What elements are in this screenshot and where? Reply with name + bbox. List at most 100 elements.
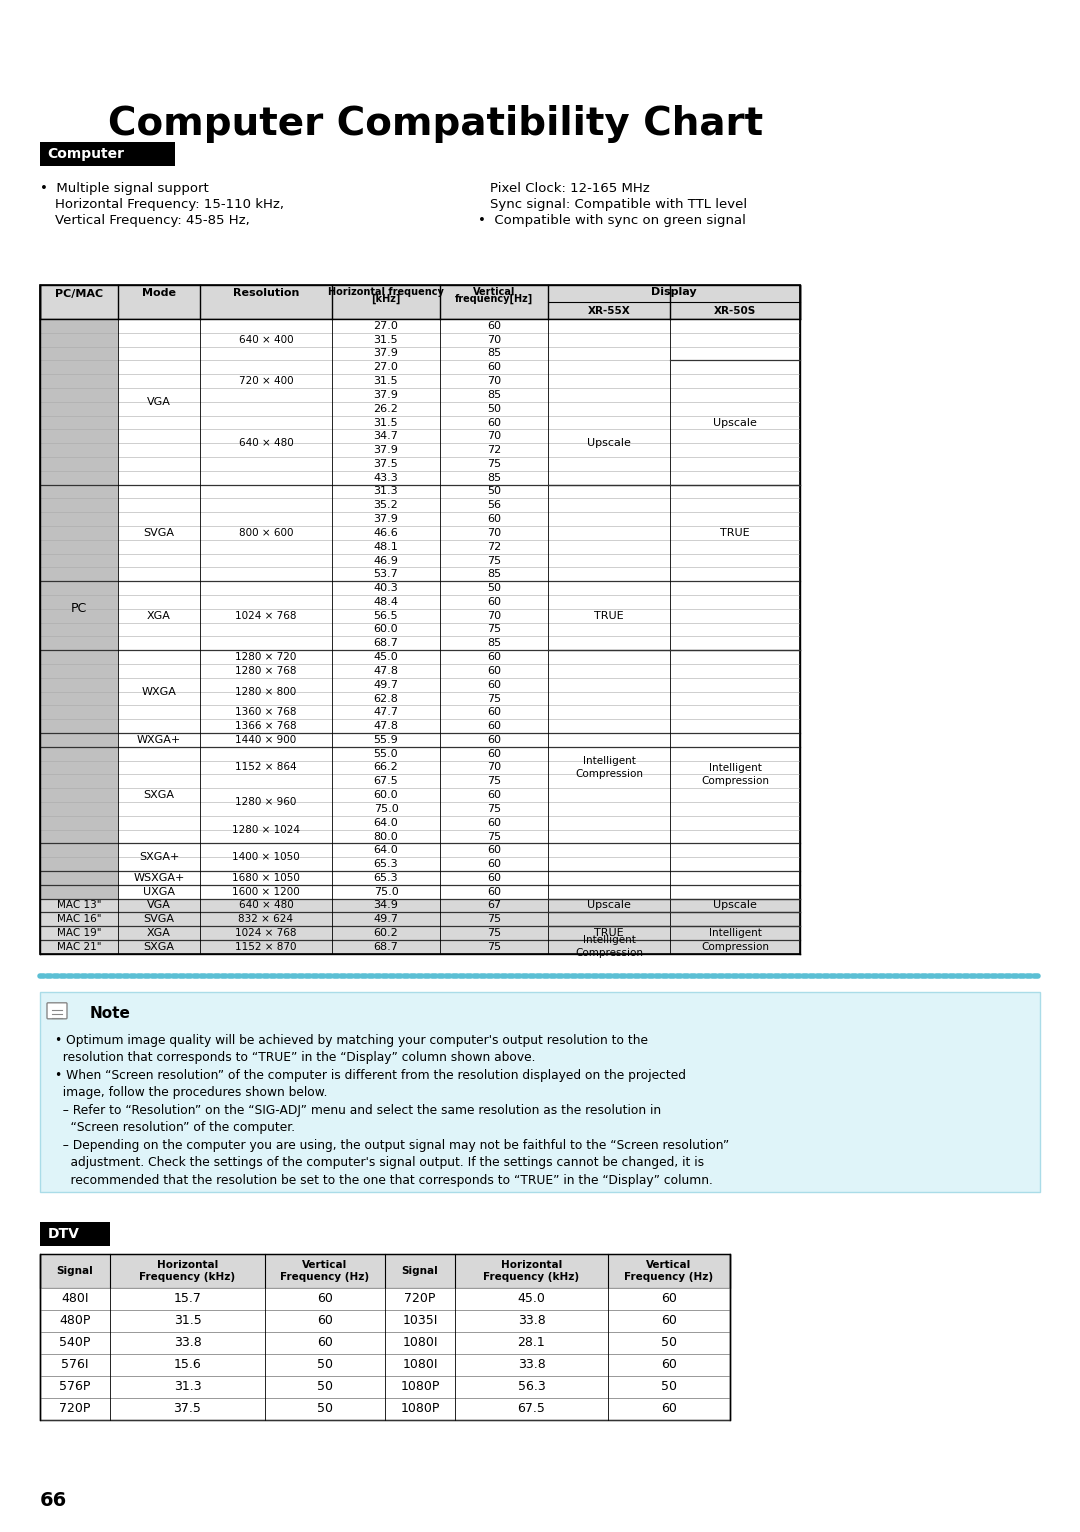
Bar bbox=[40, 1253, 730, 1288]
Text: 720P: 720P bbox=[404, 1293, 435, 1305]
Text: MAC 21": MAC 21" bbox=[57, 942, 102, 951]
Ellipse shape bbox=[48, 55, 76, 95]
Ellipse shape bbox=[54, 63, 70, 87]
Text: 49.7: 49.7 bbox=[374, 915, 399, 924]
Text: 640 × 480: 640 × 480 bbox=[239, 438, 294, 449]
Bar bbox=[40, 927, 800, 941]
Ellipse shape bbox=[43, 49, 80, 101]
Text: 34.9: 34.9 bbox=[374, 901, 399, 910]
Bar bbox=[40, 1253, 730, 1420]
Text: WSXGA+: WSXGA+ bbox=[133, 873, 185, 882]
Text: 15.7: 15.7 bbox=[174, 1293, 202, 1305]
Text: 60: 60 bbox=[487, 749, 501, 758]
Text: 60: 60 bbox=[661, 1314, 677, 1327]
Text: 31.3: 31.3 bbox=[374, 487, 399, 496]
Text: 576I: 576I bbox=[62, 1359, 89, 1371]
Text: 1360 × 768: 1360 × 768 bbox=[235, 708, 297, 717]
Text: 43.3: 43.3 bbox=[374, 473, 399, 483]
Text: Intelligent
Compression: Intelligent Compression bbox=[701, 763, 769, 786]
Ellipse shape bbox=[52, 60, 72, 90]
Ellipse shape bbox=[36, 38, 89, 112]
Text: 85: 85 bbox=[487, 473, 501, 483]
Text: SXGA+: SXGA+ bbox=[139, 852, 179, 863]
Text: 75: 75 bbox=[487, 460, 501, 469]
Text: TRUE: TRUE bbox=[594, 928, 624, 938]
Text: 1152 × 870: 1152 × 870 bbox=[235, 942, 297, 951]
Text: 15.6: 15.6 bbox=[174, 1359, 201, 1371]
Text: Upscale: Upscale bbox=[588, 438, 631, 449]
Bar bbox=[40, 1310, 730, 1331]
Text: Signal: Signal bbox=[402, 1265, 438, 1276]
Ellipse shape bbox=[55, 64, 69, 86]
Text: Horizontal
Frequency (kHz): Horizontal Frequency (kHz) bbox=[484, 1259, 580, 1282]
Text: 60: 60 bbox=[487, 887, 501, 896]
Text: 60: 60 bbox=[487, 791, 501, 800]
Text: 60.2: 60.2 bbox=[374, 928, 399, 938]
Ellipse shape bbox=[42, 47, 82, 103]
FancyBboxPatch shape bbox=[48, 1003, 67, 1019]
Text: 1680 × 1050: 1680 × 1050 bbox=[232, 873, 300, 882]
Text: 70: 70 bbox=[487, 375, 501, 386]
Text: Computer Compatibility Chart: Computer Compatibility Chart bbox=[108, 106, 764, 142]
Text: • When “Screen resolution” of the computer is different from the resolution disp: • When “Screen resolution” of the comput… bbox=[55, 1069, 686, 1082]
Ellipse shape bbox=[50, 57, 75, 93]
Text: Mode: Mode bbox=[141, 288, 176, 299]
Text: MAC 13": MAC 13" bbox=[57, 901, 102, 910]
Bar bbox=[40, 1288, 730, 1310]
Text: XR-55X: XR-55X bbox=[588, 305, 631, 316]
Text: 540P: 540P bbox=[59, 1336, 91, 1350]
Text: 68.7: 68.7 bbox=[374, 639, 399, 648]
Bar bbox=[40, 142, 175, 165]
Text: 31.5: 31.5 bbox=[374, 375, 399, 386]
Text: 1366 × 768: 1366 × 768 bbox=[235, 722, 297, 731]
Text: – Refer to “Resolution” on the “SIG-ADJ” menu and select the same resolution as : – Refer to “Resolution” on the “SIG-ADJ”… bbox=[55, 1103, 661, 1117]
Text: 60: 60 bbox=[661, 1359, 677, 1371]
Text: 28.1: 28.1 bbox=[517, 1336, 545, 1350]
Text: 60: 60 bbox=[318, 1293, 333, 1305]
Ellipse shape bbox=[53, 61, 71, 89]
Text: 1024 × 768: 1024 × 768 bbox=[235, 928, 297, 938]
Text: 66.2: 66.2 bbox=[374, 763, 399, 772]
Text: Pixel Clock: 12-165 MHz: Pixel Clock: 12-165 MHz bbox=[490, 182, 650, 195]
Text: Intelligent
Compression: Intelligent Compression bbox=[701, 928, 769, 951]
Text: 60: 60 bbox=[487, 722, 501, 731]
Text: 37.9: 37.9 bbox=[374, 391, 399, 400]
Ellipse shape bbox=[57, 67, 67, 83]
Text: 720P: 720P bbox=[59, 1402, 91, 1416]
Text: SXGA: SXGA bbox=[144, 942, 175, 951]
Text: 832 × 624: 832 × 624 bbox=[239, 915, 294, 924]
Ellipse shape bbox=[39, 43, 85, 107]
Ellipse shape bbox=[27, 26, 97, 124]
Text: 53.7: 53.7 bbox=[374, 570, 399, 579]
Text: 65.3: 65.3 bbox=[374, 859, 399, 869]
Text: 45.0: 45.0 bbox=[517, 1293, 545, 1305]
Text: VGA: VGA bbox=[147, 397, 171, 408]
Text: 60.0: 60.0 bbox=[374, 791, 399, 800]
Text: 75.0: 75.0 bbox=[374, 804, 399, 813]
Text: 50: 50 bbox=[318, 1380, 333, 1393]
Text: “Screen resolution” of the computer.: “Screen resolution” of the computer. bbox=[55, 1121, 295, 1134]
Ellipse shape bbox=[40, 44, 84, 106]
Text: 37.5: 37.5 bbox=[174, 1402, 202, 1416]
Text: 480I: 480I bbox=[62, 1293, 89, 1305]
Text: 31.5: 31.5 bbox=[374, 334, 399, 345]
Text: 75: 75 bbox=[487, 915, 501, 924]
Text: Vertical Frequency: 45-85 Hz,: Vertical Frequency: 45-85 Hz, bbox=[55, 214, 249, 227]
Bar bbox=[40, 1223, 110, 1246]
Text: Horizontal
Frequency (kHz): Horizontal Frequency (kHz) bbox=[139, 1259, 235, 1282]
Text: 37.9: 37.9 bbox=[374, 515, 399, 524]
Text: 60: 60 bbox=[661, 1402, 677, 1416]
Text: 60: 60 bbox=[661, 1293, 677, 1305]
Text: 46.9: 46.9 bbox=[374, 556, 399, 565]
Text: 47.7: 47.7 bbox=[374, 708, 399, 717]
Text: 50: 50 bbox=[487, 404, 501, 414]
Ellipse shape bbox=[38, 41, 86, 109]
Text: 1080P: 1080P bbox=[401, 1402, 440, 1416]
Text: 45.0: 45.0 bbox=[374, 653, 399, 662]
Text: 56.5: 56.5 bbox=[374, 611, 399, 620]
Bar bbox=[40, 319, 800, 954]
Text: 85: 85 bbox=[487, 348, 501, 358]
Text: 1035I: 1035I bbox=[403, 1314, 437, 1327]
Text: resolution that corresponds to “TRUE” in the “Display” column shown above.: resolution that corresponds to “TRUE” in… bbox=[55, 1051, 536, 1065]
Text: 68.7: 68.7 bbox=[374, 942, 399, 951]
